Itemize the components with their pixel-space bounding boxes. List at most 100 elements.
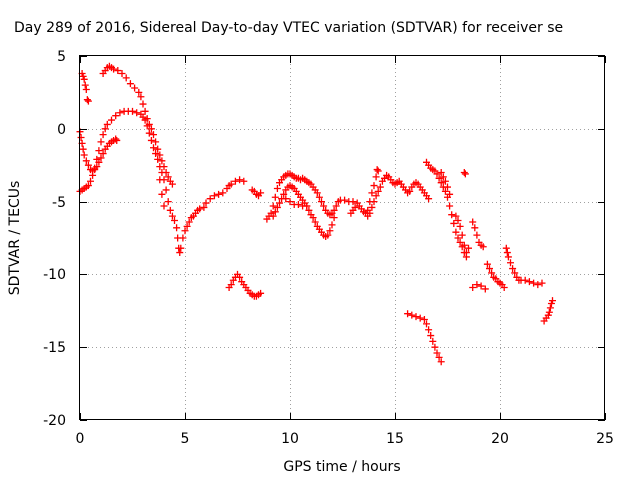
data-point: [311, 218, 319, 226]
data-point: [84, 161, 92, 169]
data-point: [126, 80, 134, 88]
data-point: [318, 198, 325, 206]
data-point: [168, 212, 176, 220]
data-point: [374, 167, 382, 175]
data-point: [503, 249, 511, 257]
data-point: [87, 177, 94, 185]
data-point: [481, 285, 489, 293]
data-point: [156, 151, 164, 159]
data-point: [150, 144, 157, 152]
data-point: [479, 243, 487, 251]
data-point: [462, 249, 470, 257]
data-point: [471, 224, 479, 232]
x-tick-label: 0: [76, 431, 85, 447]
chart-title: Day 289 of 2016, Sidereal Day-to-day VTE…: [14, 20, 563, 36]
data-point: [113, 136, 121, 144]
data-point: [452, 212, 460, 220]
data-point: [77, 134, 85, 142]
data-point: [303, 202, 311, 210]
data-point: [215, 190, 223, 198]
data-point: [504, 253, 512, 261]
data-point: [282, 195, 290, 203]
data-point: [154, 155, 162, 163]
data-point: [185, 218, 193, 226]
data-point: [534, 281, 542, 289]
data-point: [131, 84, 139, 92]
data-point: [122, 74, 130, 82]
data-point: [341, 196, 349, 204]
data-point: [158, 157, 166, 165]
data-point: [152, 150, 160, 158]
data-point: [143, 115, 151, 123]
data-point: [273, 184, 281, 192]
data-point: [97, 138, 105, 146]
data-point: [158, 190, 166, 198]
data-point: [118, 69, 126, 77]
data-point: [349, 198, 357, 206]
data-point: [147, 136, 155, 144]
data-point: [374, 187, 382, 195]
tick-labels: 0 5 10 15 20 25 -20 -15 -10 -5 0 5: [43, 49, 614, 447]
data-point: [150, 131, 157, 139]
data-point: [116, 109, 124, 117]
data-point: [446, 190, 454, 198]
data-point: [294, 201, 302, 209]
data-point: [370, 182, 378, 190]
data-point: [332, 202, 340, 210]
data-point: [412, 313, 420, 321]
data-point: [437, 168, 445, 176]
data-point: [315, 193, 323, 201]
data-point: [80, 75, 88, 83]
x-tick-label: 5: [181, 431, 190, 447]
data-point: [101, 125, 109, 133]
x-tick-label: 10: [281, 431, 299, 447]
data-point: [437, 358, 445, 366]
data-point: [236, 176, 244, 184]
data-point: [141, 107, 149, 115]
data-point: [97, 154, 105, 162]
data-point: [82, 85, 90, 93]
data-point: [305, 206, 313, 214]
y-tick-label: -5: [52, 195, 66, 211]
data-point: [469, 284, 477, 292]
plot-frame: [79, 55, 605, 420]
data-point: [427, 332, 435, 340]
data-point: [525, 278, 533, 286]
data-point: [206, 195, 214, 203]
data-point: [95, 158, 103, 166]
x-tick-label: 20: [491, 431, 509, 447]
data-point: [420, 316, 428, 324]
data-point: [372, 173, 380, 181]
data-point: [202, 199, 210, 207]
data-point: [176, 249, 184, 257]
data-point: [313, 189, 321, 197]
data-point: [156, 176, 164, 184]
data-point: [160, 202, 168, 210]
data-point: [423, 320, 430, 328]
data-point: [435, 174, 443, 182]
data-point: [454, 217, 462, 225]
data-point: [160, 163, 168, 171]
data-point: [276, 199, 283, 207]
grid: [80, 56, 605, 420]
data-point: [370, 198, 378, 206]
data-point: [465, 244, 472, 252]
data-point: [521, 276, 529, 284]
data-point: [168, 180, 176, 188]
tick-marks: [80, 56, 606, 421]
data-point: [147, 125, 155, 133]
data-point: [372, 192, 380, 200]
data-point: [83, 96, 91, 104]
data-point: [473, 281, 481, 289]
y-tick-label: -10: [43, 267, 66, 283]
data-point: [545, 308, 553, 316]
data-point: [145, 120, 153, 128]
data-point: [435, 353, 443, 361]
data-point: [236, 273, 244, 281]
data-point: [269, 212, 277, 220]
data-point: [129, 107, 136, 115]
data-point: [137, 93, 145, 101]
data-point: [500, 284, 508, 292]
data-point: [450, 219, 458, 227]
y-tick-label: 0: [57, 122, 66, 138]
